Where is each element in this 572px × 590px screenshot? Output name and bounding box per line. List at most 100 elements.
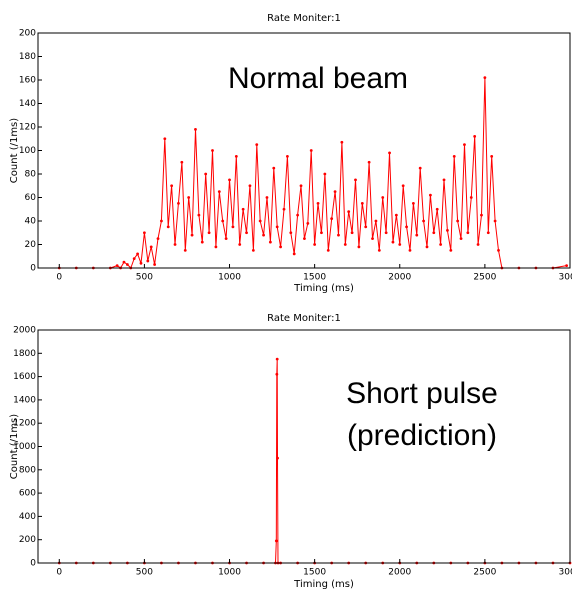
y-tick-label: 200 — [19, 535, 36, 545]
data-point — [384, 231, 388, 235]
data-point — [272, 166, 276, 170]
data-point — [316, 201, 320, 205]
data-point — [371, 237, 374, 241]
data-point — [388, 151, 391, 155]
data-point — [282, 207, 286, 211]
x-tick-label: 1500 — [303, 273, 326, 283]
data-point — [200, 240, 204, 244]
data-point — [279, 245, 282, 249]
data-point — [435, 207, 439, 211]
data-point — [320, 231, 323, 235]
y-tick-label: 200 — [19, 29, 36, 39]
chart-title: Rate Moniter:1 — [267, 313, 341, 324]
y-tick-label: 100 — [19, 146, 36, 156]
y-tick-label: 40 — [25, 217, 37, 227]
data-point — [394, 213, 398, 217]
data-point — [415, 233, 419, 237]
data-point — [446, 229, 449, 232]
y-tick-label: 120 — [19, 123, 36, 133]
x-tick-label: 2500 — [473, 568, 496, 578]
data-point — [330, 217, 334, 221]
data-point — [405, 225, 408, 229]
data-point — [292, 252, 296, 256]
data-point — [217, 190, 221, 194]
data-point — [262, 233, 265, 237]
data-point — [275, 357, 279, 361]
data-point — [194, 127, 197, 131]
data-point — [268, 240, 272, 244]
data-point — [187, 196, 191, 199]
data-point — [357, 245, 361, 249]
data-point — [565, 264, 568, 268]
data-point — [347, 210, 351, 214]
data-point — [204, 172, 208, 176]
data-point — [432, 231, 436, 235]
data-point — [313, 243, 317, 246]
data-point — [497, 248, 500, 252]
data-point — [429, 193, 432, 197]
y-tick-label: 400 — [19, 512, 36, 522]
x-tick-label: 2000 — [388, 273, 411, 283]
data-point — [480, 213, 483, 217]
data-point — [463, 143, 466, 147]
data-line — [59, 77, 567, 269]
y-tick-label: 1800 — [13, 349, 36, 359]
data-point — [125, 263, 129, 266]
data-point — [276, 456, 279, 460]
data-point — [177, 201, 180, 205]
data-point — [299, 184, 303, 188]
data-point — [425, 245, 429, 249]
data-point — [234, 154, 238, 158]
data-point — [418, 166, 422, 170]
x-tick-label: 500 — [136, 568, 153, 578]
annotation: Normal beam — [228, 62, 408, 95]
data-point — [493, 219, 497, 223]
data-point — [449, 248, 453, 252]
x-axis-label: Timing (ms) — [293, 283, 354, 294]
data-point — [149, 245, 153, 249]
data-point — [153, 263, 157, 266]
data-point — [408, 248, 412, 252]
data-point — [469, 196, 473, 199]
data-point — [364, 225, 368, 229]
data-point — [231, 225, 235, 229]
x-tick-label: 1000 — [218, 273, 241, 283]
x-tick-label: 3000 — [559, 273, 572, 283]
data-point — [221, 219, 225, 223]
y-axis-label: Count (/1ms) — [9, 118, 20, 183]
y-tick-label: 60 — [25, 193, 37, 203]
data-point — [251, 248, 255, 252]
data-point — [466, 231, 470, 235]
data-point — [146, 259, 150, 263]
data-point — [459, 237, 463, 241]
y-tick-label: 0 — [30, 559, 36, 569]
data-point — [228, 178, 231, 182]
data-point — [306, 221, 310, 225]
y-tick-label: 1200 — [13, 419, 36, 429]
data-point — [139, 261, 143, 265]
x-tick-label: 2500 — [473, 273, 496, 283]
y-tick-label: 180 — [19, 52, 36, 62]
data-point — [183, 248, 187, 252]
data-point — [340, 140, 344, 144]
data-point — [422, 219, 425, 223]
data-point — [156, 237, 160, 241]
data-point — [275, 225, 279, 229]
data-point — [136, 252, 139, 256]
data-point — [166, 225, 170, 229]
x-axis-label: Timing (ms) — [293, 579, 354, 590]
data-point — [241, 207, 245, 211]
x-tick-label: 1000 — [218, 568, 241, 578]
y-tick-label: 800 — [19, 465, 36, 475]
data-point — [224, 237, 228, 241]
data-point — [211, 149, 214, 152]
data-point — [452, 154, 456, 158]
data-point — [391, 240, 395, 244]
y-tick-label: 160 — [19, 76, 36, 86]
data-point — [456, 219, 460, 223]
data-point — [207, 231, 211, 235]
data-point — [381, 196, 385, 199]
x-tick-label: 0 — [56, 273, 62, 283]
data-point — [238, 243, 242, 246]
data-point — [170, 184, 174, 188]
